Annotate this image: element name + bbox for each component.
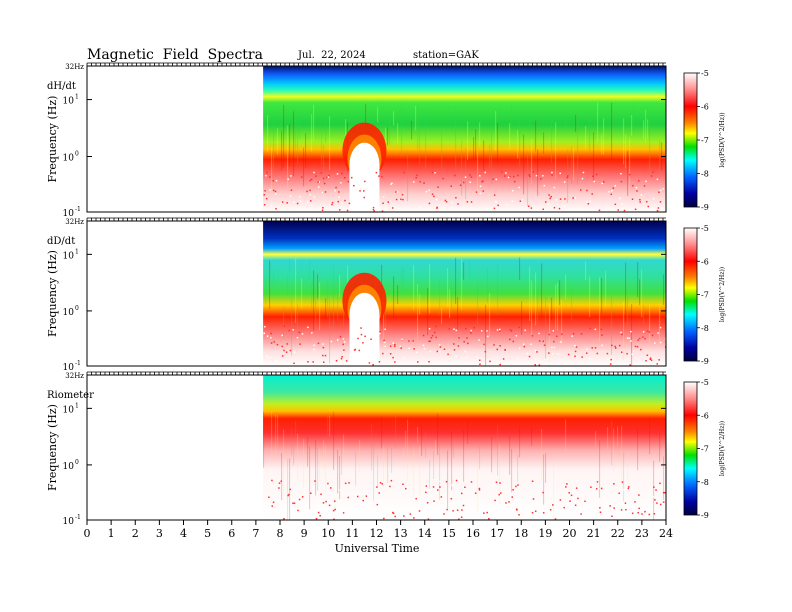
x-tick-label: 0 bbox=[84, 527, 91, 540]
low-freq-speckle bbox=[263, 325, 667, 366]
spectrogram-texture bbox=[263, 411, 665, 520]
y-tick-label: 32Hz bbox=[65, 63, 84, 71]
colorbar-label: log(PSD(V^2/Hz)) bbox=[719, 267, 726, 322]
colorbar-scale bbox=[683, 381, 698, 516]
y-tick-exponent: -1 bbox=[75, 360, 81, 367]
x-tick-label: 24 bbox=[659, 527, 673, 540]
low-freq-speckle bbox=[263, 171, 665, 212]
y-tick-label: 10 bbox=[63, 405, 75, 415]
colorbar-tick-label: -8 bbox=[701, 478, 709, 487]
panel-name: Riometer bbox=[47, 390, 94, 401]
colorbar-tick-label: -9 bbox=[701, 203, 709, 212]
y-tick-label: 32Hz bbox=[65, 218, 84, 226]
x-tick-label: 1 bbox=[108, 527, 115, 540]
colorbar-tick-label: -7 bbox=[701, 445, 709, 454]
x-axis-label: Universal Time bbox=[335, 542, 420, 555]
spectrogram-texture bbox=[267, 102, 667, 207]
y-tick-label: 10 bbox=[63, 154, 75, 164]
colorbar-tick-label: -9 bbox=[701, 357, 709, 366]
y-tick-label: 10 bbox=[63, 462, 75, 472]
colorbar-tick-label: -6 bbox=[701, 257, 709, 266]
colorbar-label: log(PSD(V^2/Hz)) bbox=[719, 421, 726, 476]
x-tick-label: 9 bbox=[301, 527, 308, 540]
x-axis: 0 1 2 3 4 5 6 7 8 9 10 11 12 13 14 15 16 17 18 19 20 21 22 23 24 bbox=[84, 520, 673, 540]
colorbar-2: -5 -6 -7 -8 -9 log(PSD(V^2/Hz)) bbox=[683, 224, 726, 366]
spectrogram-image bbox=[263, 375, 666, 520]
y-tick-exponent: 1 bbox=[75, 248, 79, 255]
colorbar-scale bbox=[683, 227, 698, 362]
x-tick-label: 4 bbox=[180, 527, 187, 540]
x-tick-label: 11 bbox=[345, 527, 359, 540]
colorbar-tick-label: -5 bbox=[701, 224, 709, 233]
colorbar-scale bbox=[683, 72, 698, 208]
x-tick-label: 3 bbox=[156, 527, 163, 540]
y-tick-exponent: -1 bbox=[75, 206, 81, 213]
x-tick-label: 20 bbox=[563, 527, 577, 540]
x-tick-label: 2 bbox=[132, 527, 139, 540]
colorbar-tick-label: -6 bbox=[701, 103, 709, 112]
y-axis-label: Frequency (Hz) bbox=[46, 404, 59, 491]
colorbar-tick-label: -8 bbox=[701, 324, 709, 333]
panel-name: dH/dt bbox=[47, 81, 76, 92]
figure-title: Magnetic Field Spectra bbox=[87, 47, 263, 63]
y-axis-label: Frequency (Hz) bbox=[46, 250, 59, 337]
spectrogram-image bbox=[263, 66, 666, 212]
x-tick-label: 19 bbox=[538, 527, 552, 540]
y-tick-label: 10 bbox=[63, 517, 75, 527]
station-label: station=GAK bbox=[413, 50, 479, 61]
y-tick-label: 10 bbox=[63, 308, 75, 318]
y-tick-label: 10 bbox=[63, 209, 75, 219]
x-tick-label: 7 bbox=[252, 527, 259, 540]
panel-frame bbox=[86, 65, 667, 213]
y-tick-exponent: 0 bbox=[75, 151, 79, 158]
y-tick-exponent: 1 bbox=[75, 402, 79, 409]
y-axis-label: Frequency (Hz) bbox=[46, 96, 59, 183]
y-tick-label: 10 bbox=[63, 97, 75, 107]
colorbar-tick-label: -5 bbox=[701, 378, 709, 387]
colorbar-label: log(PSD(V^2/Hz)) bbox=[719, 112, 726, 167]
colorbar-tick-label: -7 bbox=[701, 136, 709, 145]
y-tick-label: 10 bbox=[63, 363, 75, 373]
panel-name: dD/dt bbox=[47, 236, 75, 247]
y-tick-exponent: -1 bbox=[75, 514, 81, 521]
y-tick-exponent: 1 bbox=[75, 94, 79, 101]
colorbars: -5 -6 -7 -8 -9 log(PSD(V^2/Hz)) -5 -6 -7 -8 -9 log(… bbox=[683, 69, 726, 520]
colorbar-tick-label: -9 bbox=[701, 511, 709, 520]
x-tick-label: 12 bbox=[370, 527, 384, 540]
x-tick-label: 13 bbox=[394, 527, 408, 540]
colorbar-tick-label: -5 bbox=[701, 69, 709, 78]
y-tick-exponent: 0 bbox=[75, 459, 79, 466]
colorbar-tick-label: -6 bbox=[701, 411, 709, 420]
y-tick-label: 32Hz bbox=[65, 372, 84, 380]
y-tick-label: 10 bbox=[63, 251, 75, 261]
x-tick-label: 21 bbox=[587, 527, 601, 540]
panel-frame bbox=[86, 220, 667, 367]
low-freq-speckle bbox=[268, 479, 666, 520]
x-tick-label: 17 bbox=[490, 527, 504, 540]
x-tick-label: 10 bbox=[321, 527, 335, 540]
colorbar-3: -5 -6 -7 -8 -9 log(PSD(V^2/Hz)) bbox=[683, 378, 726, 520]
colorbar-1: -5 -6 -7 -8 -9 log(PSD(V^2/Hz)) bbox=[683, 69, 726, 212]
x-tick-label: 14 bbox=[418, 527, 432, 540]
x-tick-label: 8 bbox=[277, 527, 284, 540]
x-tick-label: 5 bbox=[204, 527, 211, 540]
x-tick-label: 23 bbox=[635, 527, 649, 540]
y-tick-exponent: 0 bbox=[75, 305, 79, 312]
colorbar-tick-label: -7 bbox=[701, 291, 709, 300]
date-label: Jul. 22, 2024 bbox=[297, 50, 366, 61]
colorbar-tick-label: -8 bbox=[701, 170, 709, 179]
x-tick-label: 6 bbox=[228, 527, 235, 540]
x-tick-label: 18 bbox=[514, 527, 528, 540]
x-tick-label: 15 bbox=[442, 527, 456, 540]
x-tick-label: 16 bbox=[466, 527, 480, 540]
x-tick-label: 22 bbox=[611, 527, 625, 540]
